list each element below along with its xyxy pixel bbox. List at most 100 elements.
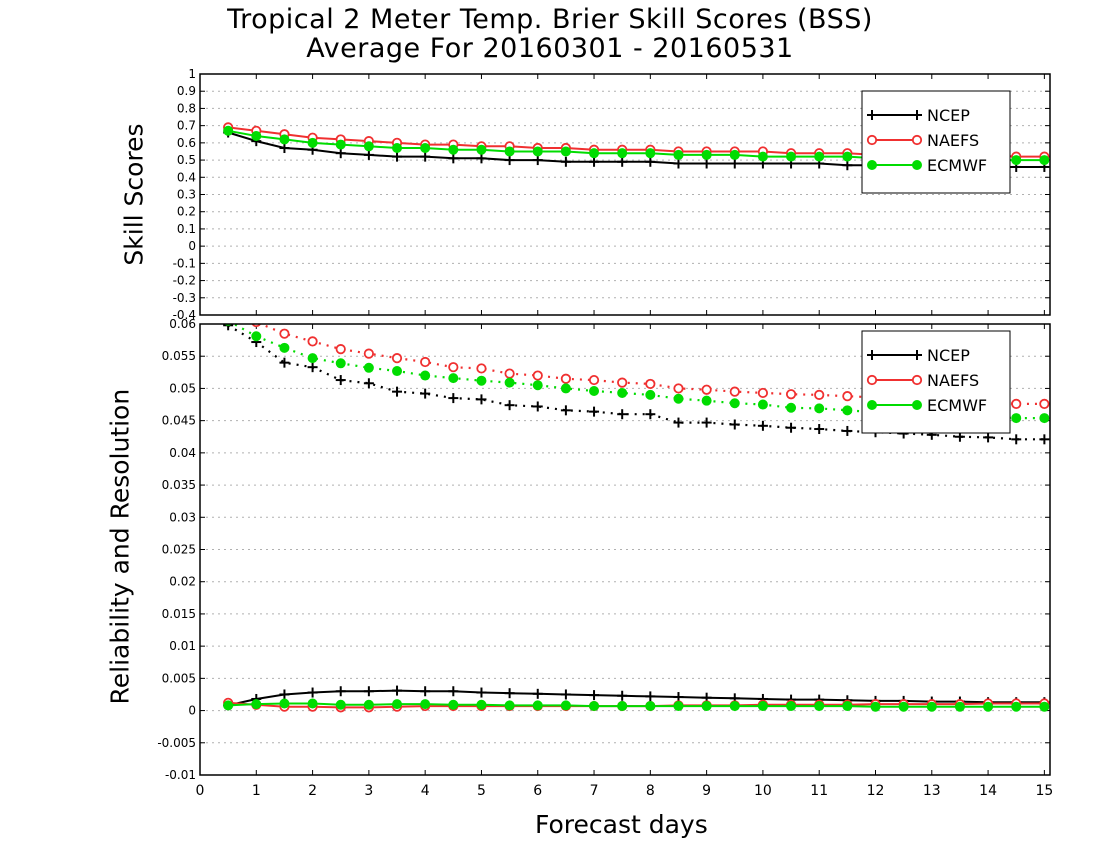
y-tick-label: 0.03: [169, 510, 196, 524]
x-tick-label: 10: [754, 783, 772, 799]
legend-entry-ncep: NCEP: [867, 106, 970, 125]
y-tick-label: 0.055: [162, 349, 196, 363]
x-tick-label: 3: [364, 783, 373, 799]
series-ecmwf-resolution: [224, 324, 1050, 424]
legend-box: [861, 330, 1011, 434]
y-tick-label: 0.04: [169, 446, 196, 460]
legend-entry-naefs: NAEFS: [866, 371, 979, 390]
x-tick-label: 4: [421, 783, 430, 799]
data-point: [842, 405, 853, 416]
x-tick-label: 15: [1035, 783, 1053, 799]
data-point: [786, 151, 797, 162]
data-point: [476, 375, 487, 386]
data-point: [532, 146, 543, 157]
skill-panel-ylabel: Skill Scores: [119, 123, 149, 266]
data-point: [251, 699, 262, 710]
data-point: [673, 393, 684, 404]
data-point: [307, 336, 318, 347]
y-tick-label: 0.6: [177, 136, 196, 150]
data-point: [532, 380, 543, 391]
x-tick-label: 7: [590, 783, 599, 799]
series-ecmwf-reliability: [223, 698, 1050, 712]
data-point: [645, 389, 656, 400]
data-point: [1011, 413, 1022, 424]
data-point: [251, 331, 262, 342]
data-point: [532, 700, 543, 711]
x-tick-label: 14: [979, 783, 997, 799]
data-point: [786, 701, 797, 712]
data-point: [420, 143, 431, 154]
data-point: [363, 348, 374, 359]
data-point: [757, 387, 769, 399]
data-point: [504, 377, 515, 388]
data-point: [842, 151, 853, 162]
series-line: [227, 324, 1045, 441]
data-point: [589, 386, 600, 397]
y-tick-label: 0.9: [177, 84, 196, 98]
y-tick-label: 0.045: [162, 414, 196, 428]
data-point: [476, 699, 487, 710]
y-tick-label: -0.4: [173, 308, 196, 322]
data-point: [307, 698, 318, 709]
data-point: [279, 698, 290, 709]
y-tick-label: 0.1: [177, 222, 196, 236]
data-point: [560, 383, 571, 394]
data-point: [898, 701, 909, 712]
data-point: [729, 149, 740, 160]
data-point: [1039, 398, 1050, 409]
y-tick-label: 0.025: [162, 543, 196, 557]
data-point: [335, 139, 346, 150]
data-point: [335, 699, 346, 710]
data-point: [866, 134, 878, 146]
y-tick-label: 0.005: [162, 671, 196, 685]
x-tick-label: 0: [196, 783, 205, 799]
data-point: [912, 160, 922, 170]
legend-entry-ecmwf: ECMWF: [867, 396, 987, 415]
data-point: [911, 374, 923, 386]
x-tick-label: 6: [533, 783, 542, 799]
data-point: [757, 151, 768, 162]
data-point: [588, 374, 600, 386]
data-point: [673, 149, 684, 160]
data-point: [589, 148, 600, 159]
data-point: [866, 374, 878, 386]
data-point: [420, 370, 431, 381]
data-point: [645, 701, 656, 712]
data-point: [645, 378, 656, 390]
data-point: [448, 373, 459, 384]
y-tick-label: 0.8: [177, 101, 196, 115]
data-point: [448, 362, 459, 373]
x-tick-label: 2: [308, 783, 317, 799]
data-point: [279, 134, 290, 145]
legend-label: ECMWF: [927, 396, 987, 415]
data-point: [617, 377, 628, 388]
legend-label: NCEP: [927, 106, 970, 125]
legend-entry-naefs: NAEFS: [866, 131, 979, 150]
data-point: [757, 399, 768, 410]
data-point: [870, 701, 881, 712]
y-tick-label: 0.4: [177, 170, 196, 184]
data-point: [279, 328, 290, 339]
data-point: [867, 160, 877, 170]
data-point: [476, 144, 487, 155]
x-axis-label: Forecast days: [535, 810, 708, 839]
x-tick-label: 5: [477, 783, 486, 799]
data-point: [786, 402, 797, 413]
skill-panel: -0.4 -0.3 -0.2 -0.1 0 0.1 0.2 0.3 0.4 0.5 0.6 0.7 0.…: [173, 67, 1051, 322]
data-point: [504, 146, 515, 157]
data-point: [251, 130, 262, 141]
data-point: [729, 386, 740, 397]
data-point: [912, 400, 922, 410]
x-tick-label: 11: [810, 783, 828, 799]
reliability-frame: [199, 323, 1051, 776]
data-point: [954, 701, 965, 712]
x-tick-label: 12: [867, 783, 885, 799]
data-point: [335, 344, 346, 355]
data-point: [307, 137, 318, 148]
x-tick-label: 9: [702, 783, 711, 799]
reliability-panel-ylabel: Reliability and Resolution: [105, 388, 135, 705]
y-tick-label: -0.01: [165, 768, 196, 782]
legend-label: NAEFS: [927, 131, 979, 150]
data-point: [363, 362, 374, 373]
